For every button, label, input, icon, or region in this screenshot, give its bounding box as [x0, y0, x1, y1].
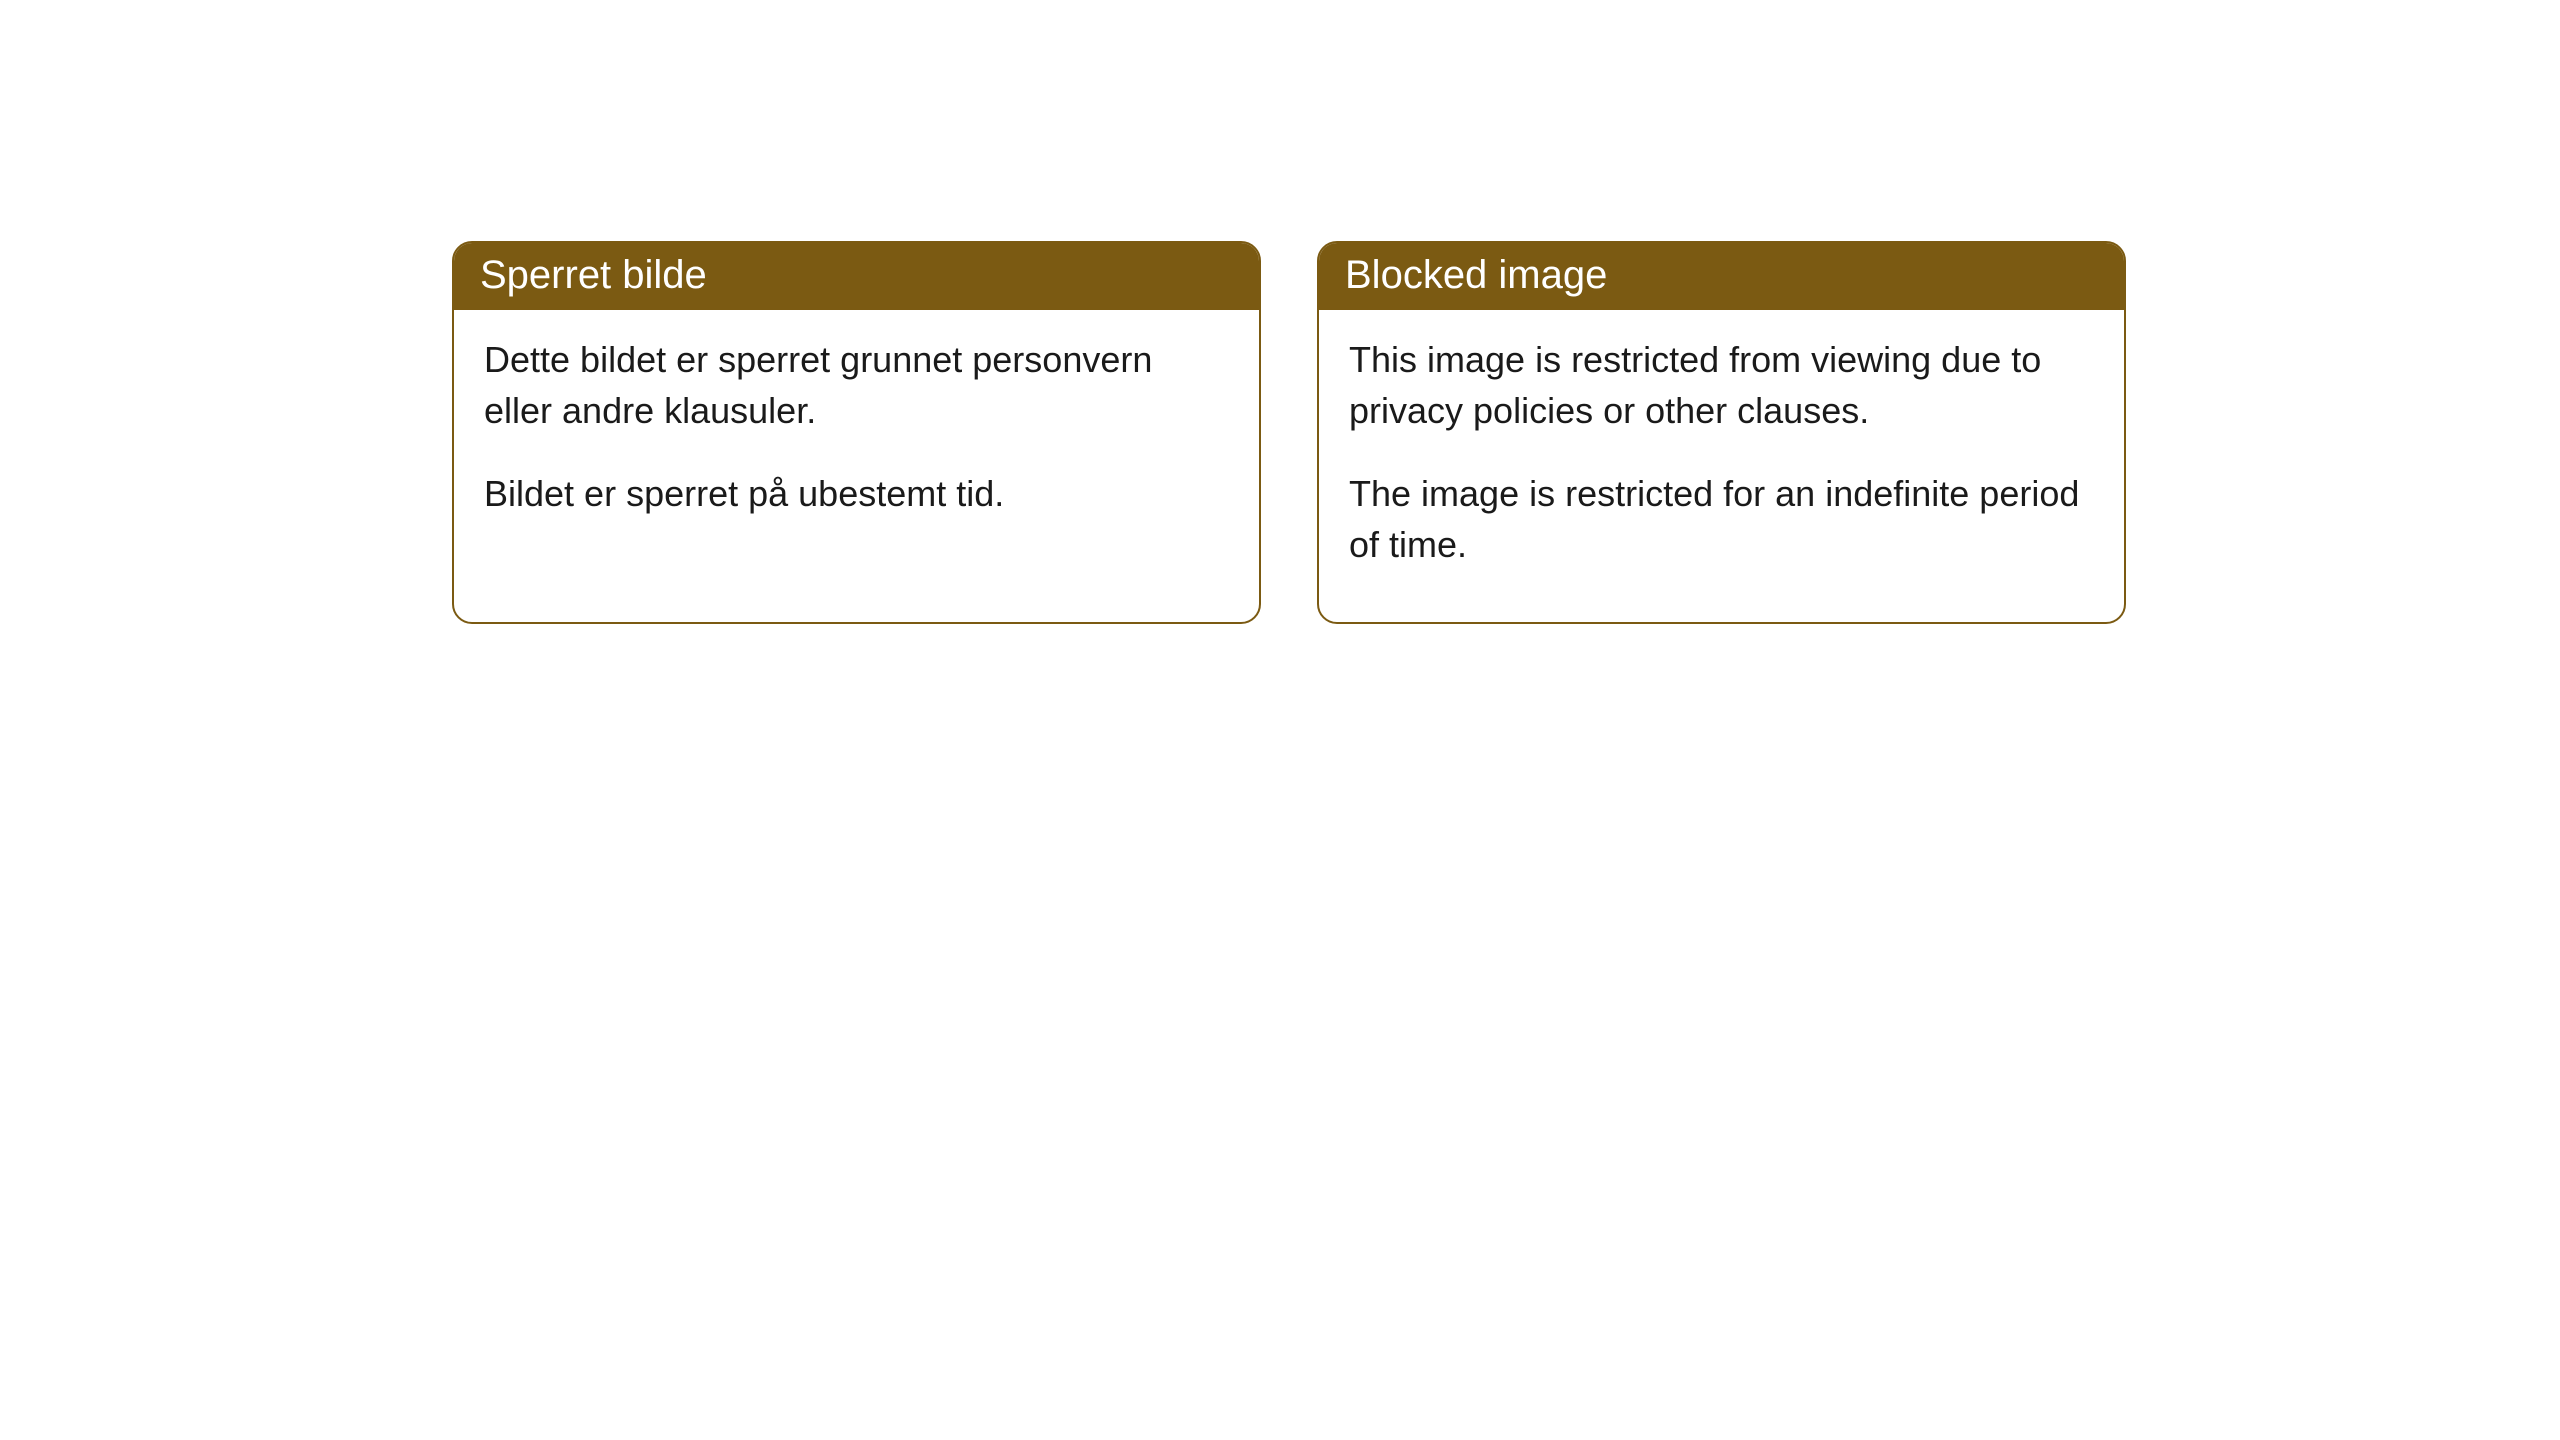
blocked-image-card-english: Blocked image This image is restricted f… [1317, 241, 2126, 624]
card-body: Dette bildet er sperret grunnet personve… [454, 310, 1259, 571]
card-header: Sperret bilde [454, 243, 1259, 310]
card-title: Blocked image [1345, 253, 1607, 297]
notice-cards-container: Sperret bilde Dette bildet er sperret gr… [452, 241, 2126, 624]
card-paragraph: This image is restricted from viewing du… [1349, 334, 2094, 436]
blocked-image-card-norwegian: Sperret bilde Dette bildet er sperret gr… [452, 241, 1261, 624]
card-body: This image is restricted from viewing du… [1319, 310, 2124, 622]
card-title: Sperret bilde [480, 253, 707, 297]
card-paragraph: The image is restricted for an indefinit… [1349, 468, 2094, 570]
card-header: Blocked image [1319, 243, 2124, 310]
card-paragraph: Dette bildet er sperret grunnet personve… [484, 334, 1229, 436]
card-paragraph: Bildet er sperret på ubestemt tid. [484, 468, 1229, 519]
